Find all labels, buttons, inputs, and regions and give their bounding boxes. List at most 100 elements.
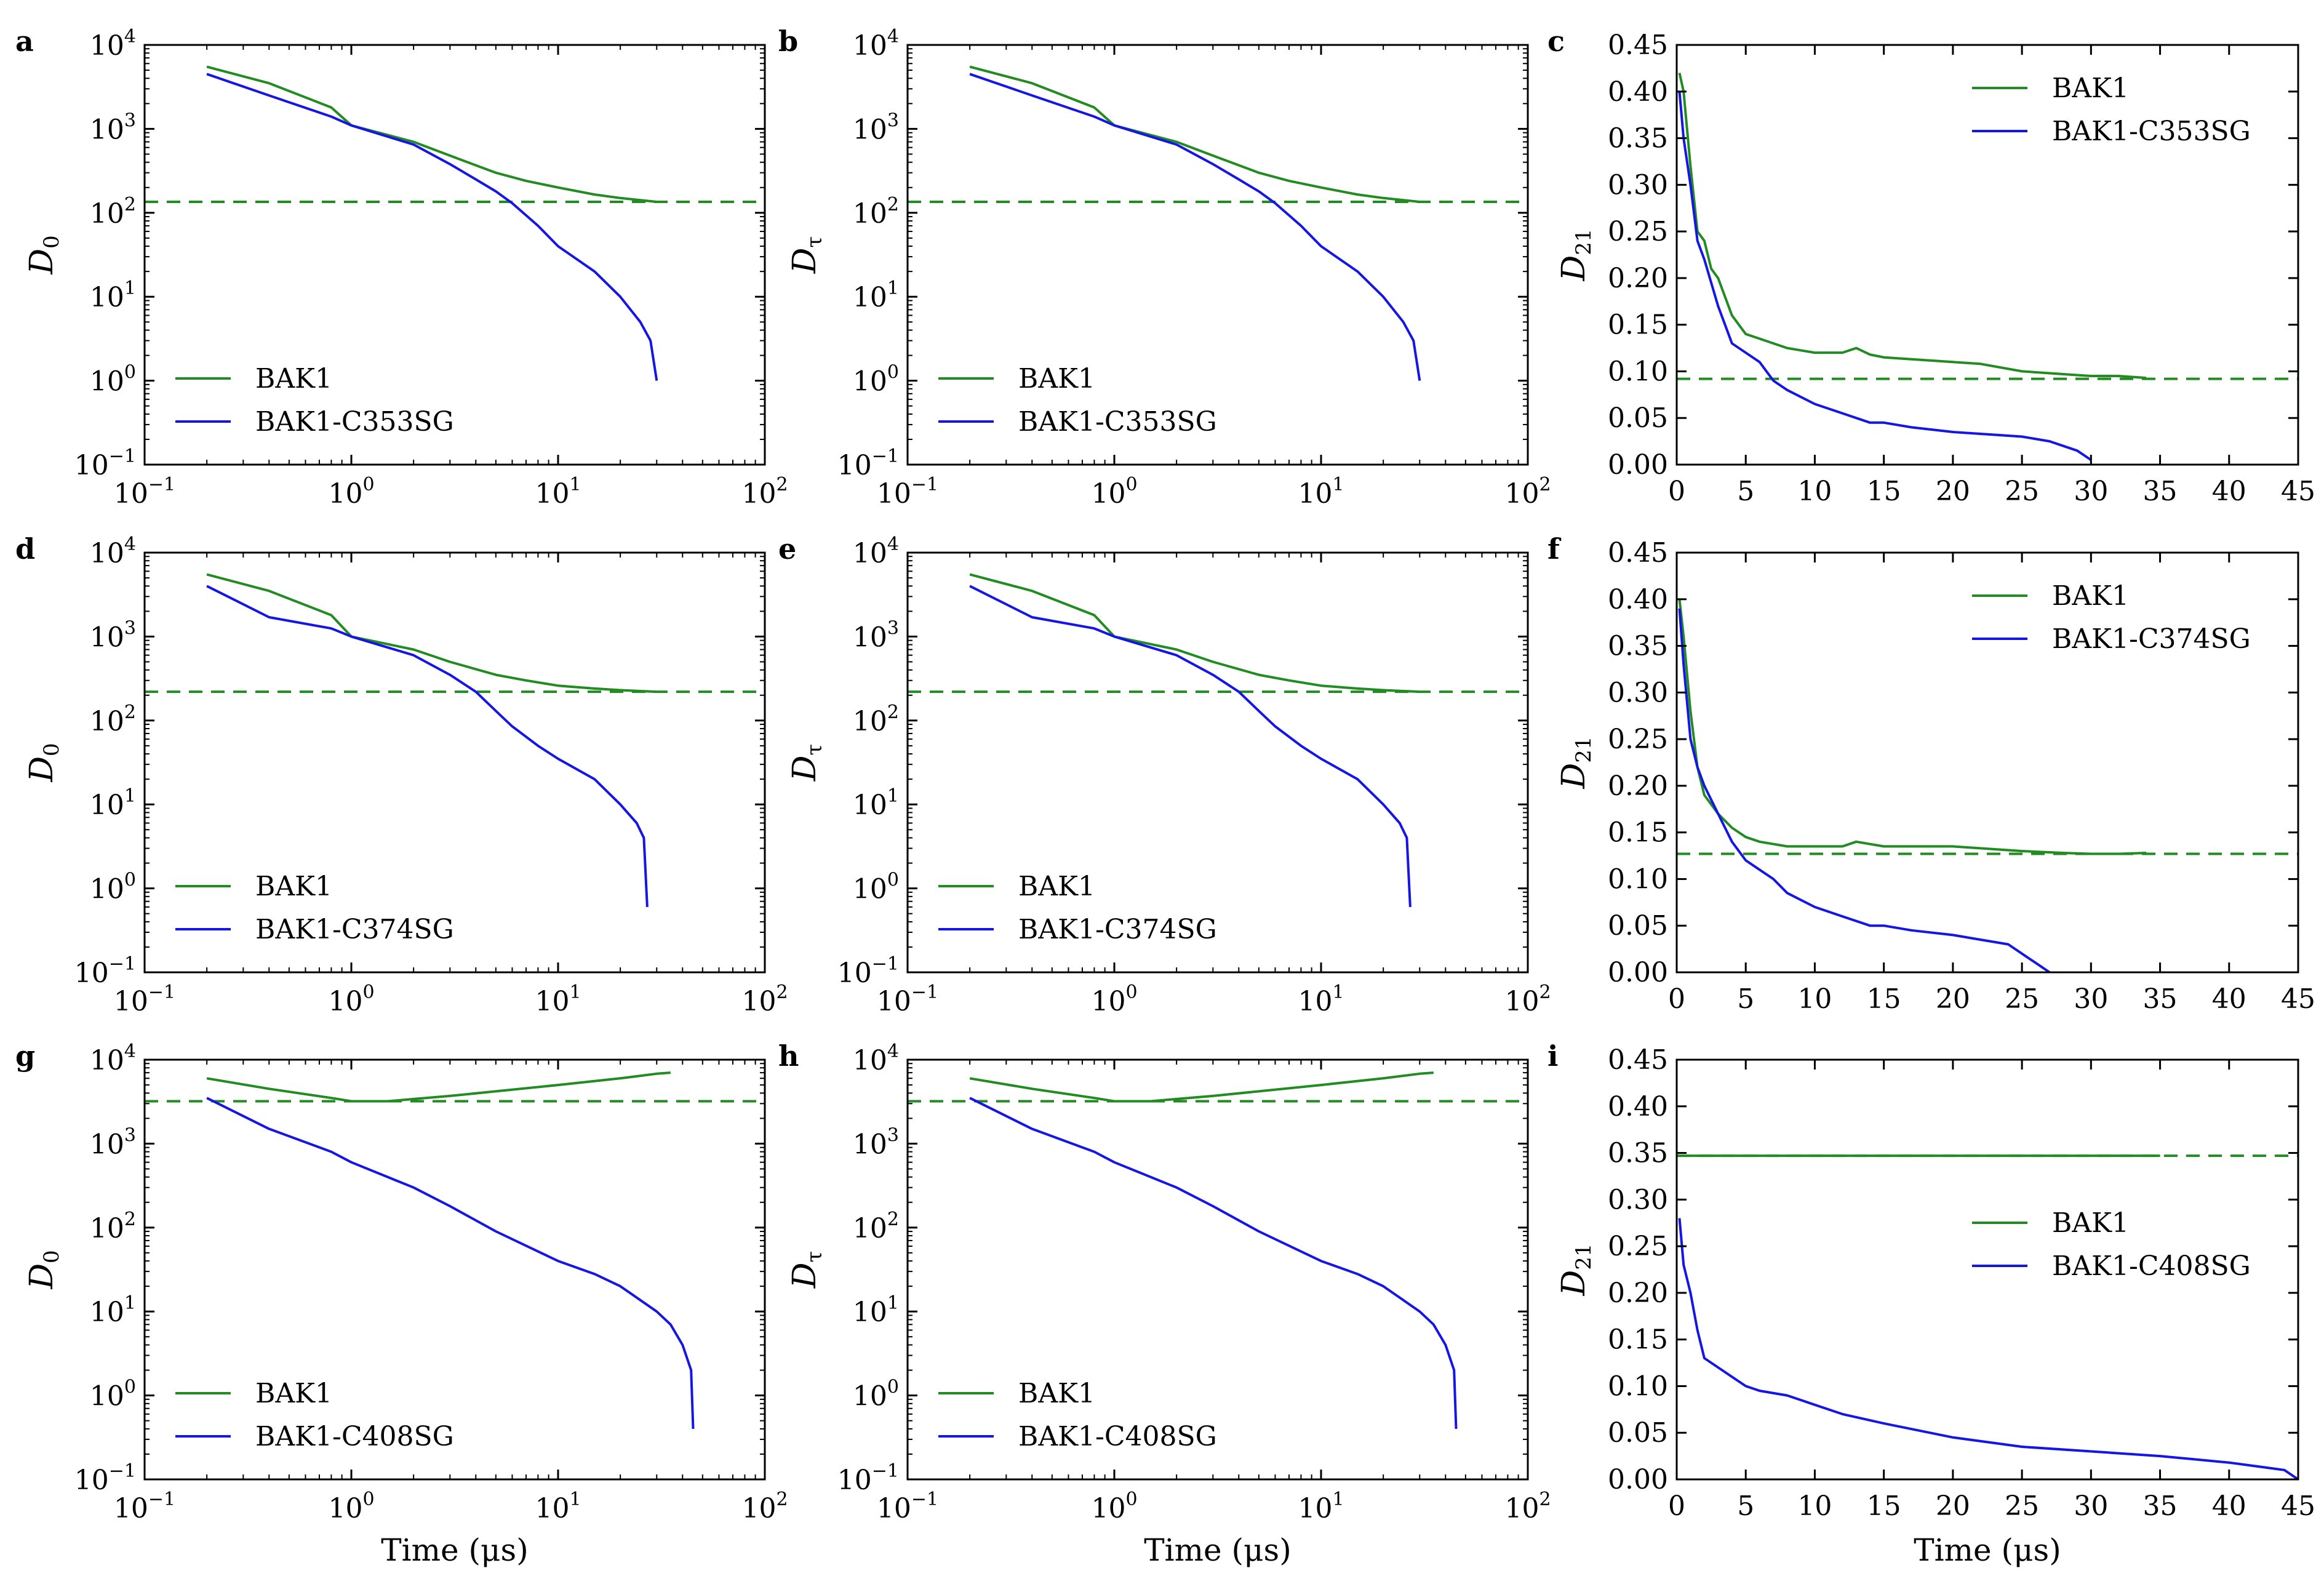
y-tick-label: 0.10 bbox=[1608, 1370, 1668, 1402]
x-tick-label: 15 bbox=[1867, 983, 1901, 1015]
x-tick-label: 5 bbox=[1737, 983, 1754, 1015]
series-line-bak1-c374sg bbox=[1678, 608, 2051, 972]
y-tick-label: 0.05 bbox=[1608, 910, 1668, 942]
axes-frame bbox=[906, 44, 1529, 466]
x-tick-label: 45 bbox=[2281, 983, 2315, 1015]
y-tick-label: 0.40 bbox=[1608, 1091, 1668, 1122]
series-line-bak1 bbox=[969, 65, 1420, 203]
panel-b: b 10−1 100 101 102 10−1 100 101 102 103 104 Dτ BAK1 B… bbox=[778, 25, 1551, 510]
y-tick-label: 102 bbox=[90, 194, 136, 230]
y-tick-label: 0.20 bbox=[1608, 263, 1668, 294]
x-tick-label: 100 bbox=[1091, 474, 1137, 510]
y-tick-label: 0.15 bbox=[1608, 1324, 1668, 1356]
x-tick-label: 10−1 bbox=[114, 1489, 175, 1524]
plot-area bbox=[145, 65, 765, 381]
y-tick-label: 0.45 bbox=[1608, 30, 1668, 61]
y-tick-label: 0.40 bbox=[1608, 76, 1668, 108]
y-axis-label: D0 bbox=[23, 235, 64, 274]
x-tick-label: 100 bbox=[328, 982, 374, 1017]
series-line-bak1 bbox=[206, 573, 657, 694]
legend-label: BAK1 bbox=[2052, 580, 2129, 612]
y-tick-label: 104 bbox=[90, 534, 136, 569]
x-tick-label: 10−1 bbox=[877, 1489, 938, 1524]
y-axis-label: D21 bbox=[1555, 229, 1596, 282]
x-tick-label: 10−1 bbox=[877, 982, 938, 1017]
x-tick-label: 25 bbox=[2005, 1490, 2039, 1522]
x-tick-label: 40 bbox=[2212, 1490, 2246, 1522]
y-tick-label: 100 bbox=[90, 362, 136, 398]
y-tick-label: 101 bbox=[853, 1292, 899, 1328]
plot-area bbox=[908, 1071, 1528, 1429]
x-tick-label: 25 bbox=[2005, 476, 2039, 507]
x-tick-label: 40 bbox=[2212, 983, 2246, 1015]
series-line-bak1 bbox=[206, 65, 657, 203]
x-tick-label: 102 bbox=[1504, 474, 1551, 510]
y-tick-label: 103 bbox=[90, 110, 136, 145]
series-line-bak1-c353sg bbox=[969, 73, 1421, 381]
x-tick-label: 10 bbox=[1797, 476, 1832, 507]
y-tick-label: 0.45 bbox=[1608, 1044, 1668, 1076]
panel-letter: i bbox=[1547, 1039, 1558, 1073]
panel-c: c 0 5 10 15 20 25 30 35 40 45 0.00 0.05 0.10 0.15 0.20 0… bbox=[1547, 25, 2315, 507]
y-tick-label: 104 bbox=[90, 1041, 136, 1076]
x-tick-label: 35 bbox=[2143, 476, 2178, 507]
y-tick-label: 100 bbox=[853, 1377, 899, 1412]
y-tick-label: 100 bbox=[90, 1377, 136, 1412]
panel-d: d 10−1 100 101 102 10−1 100 101 102 103 104 D0 BAK1 B… bbox=[15, 532, 788, 1017]
plot-area bbox=[908, 573, 1528, 907]
series-line-bak1 bbox=[1678, 73, 2147, 380]
y-tick-label: 100 bbox=[853, 362, 899, 398]
legend-label: BAK1 bbox=[2052, 73, 2129, 104]
x-axis-label: Time (μs) bbox=[1144, 1532, 1291, 1568]
y-tick-label: 102 bbox=[853, 1209, 899, 1244]
y-tick-label: 102 bbox=[90, 1209, 136, 1244]
y-axis-label: Dτ bbox=[786, 236, 827, 274]
y-tick-label: 101 bbox=[90, 785, 136, 821]
y-tick-label: 0.40 bbox=[1608, 584, 1668, 615]
legend-label: BAK1 bbox=[1018, 363, 1095, 394]
panel-a: a 10−1 100 101 102 10−1 100 101 102 103 104 D0 BAK1 B… bbox=[15, 25, 788, 510]
legend-label: BAK1-C374SG bbox=[2052, 623, 2251, 655]
x-tick-label: 102 bbox=[741, 1489, 788, 1524]
x-tick-label: 10 bbox=[1797, 1490, 1832, 1522]
y-tick-label: 0.00 bbox=[1608, 957, 1668, 988]
x-tick-label: 0 bbox=[1668, 1490, 1685, 1522]
x-tick-label: 102 bbox=[1504, 982, 1551, 1017]
y-tick-label: 104 bbox=[853, 1041, 899, 1076]
x-tick-label: 35 bbox=[2143, 983, 2178, 1015]
axes-frame bbox=[1675, 551, 2299, 974]
x-tick-label: 30 bbox=[2074, 983, 2108, 1015]
legend-label: BAK1-C408SG bbox=[255, 1421, 454, 1452]
x-tick-label: 102 bbox=[1504, 1489, 1551, 1524]
x-tick-label: 35 bbox=[2143, 1490, 2178, 1522]
y-tick-label: 10−1 bbox=[74, 1460, 136, 1496]
axes-frame bbox=[143, 44, 766, 466]
series-line-bak1 bbox=[969, 573, 1420, 694]
y-tick-label: 0.25 bbox=[1608, 216, 1668, 247]
y-tick-label: 0.35 bbox=[1608, 631, 1668, 662]
y-axis-label: D0 bbox=[23, 1250, 64, 1289]
panel-letter: c bbox=[1547, 25, 1565, 58]
x-tick-label: 20 bbox=[1936, 1490, 1970, 1522]
legend-label: BAK1-C353SG bbox=[1018, 406, 1217, 438]
y-tick-label: 0.05 bbox=[1608, 402, 1668, 434]
y-tick-label: 103 bbox=[90, 617, 136, 653]
plot-area bbox=[1677, 73, 2298, 462]
y-tick-label: 10−1 bbox=[74, 953, 136, 989]
y-tick-label: 0.20 bbox=[1608, 770, 1668, 802]
legend-label: BAK1 bbox=[255, 871, 332, 902]
series-line-bak1-c374sg bbox=[206, 585, 649, 907]
series-line-bak1-c408sg bbox=[969, 1097, 1458, 1429]
x-tick-label: 25 bbox=[2005, 983, 2039, 1015]
legend-label: BAK1 bbox=[255, 363, 332, 394]
panel-e: e 10−1 100 101 102 10−1 100 101 102 103 104 Dτ BAK1 B… bbox=[778, 532, 1551, 1017]
x-tick-label: 100 bbox=[328, 474, 374, 510]
legend-label: BAK1-C353SG bbox=[2052, 116, 2251, 147]
y-tick-label: 0.15 bbox=[1608, 310, 1668, 341]
y-tick-label: 10−1 bbox=[837, 446, 899, 481]
axes-frame bbox=[143, 1058, 766, 1481]
y-tick-label: 0.05 bbox=[1608, 1417, 1668, 1449]
series-line-bak1-c408sg bbox=[1678, 1218, 2298, 1479]
x-tick-label: 100 bbox=[328, 1489, 374, 1524]
